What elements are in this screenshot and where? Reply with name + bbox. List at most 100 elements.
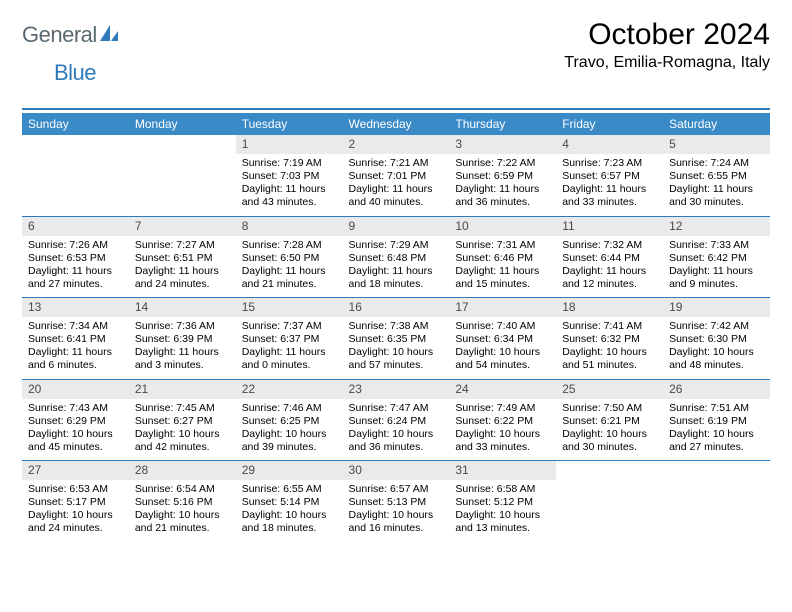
day-line: Sunrise: 7:38 AM [349, 320, 444, 333]
logo-text-blue: Blue [54, 60, 96, 85]
day-line: Sunset: 5:16 PM [135, 496, 230, 509]
day-number: 8 [236, 217, 343, 236]
day-number: 19 [663, 298, 770, 317]
calendar-cell: 6Sunrise: 7:26 AMSunset: 6:53 PMDaylight… [22, 216, 129, 298]
day-number: 15 [236, 298, 343, 317]
day-line: Sunset: 6:53 PM [28, 252, 123, 265]
day-line: Sunset: 5:12 PM [455, 496, 550, 509]
calendar-cell [129, 135, 236, 216]
day-line: Sunrise: 7:31 AM [455, 239, 550, 252]
day-line: Sunset: 6:39 PM [135, 333, 230, 346]
day-line: Sunset: 5:14 PM [242, 496, 337, 509]
calendar-cell: 10 Sunrise: 7:31 AMSunset: 6:46 PMDayligh… [449, 216, 556, 298]
calendar-cell: 25Sunrise: 7:50 AMSunset: 6:21 PMDayligh… [556, 379, 663, 461]
day-body: Sunrise: 7:40 AMSunset: 6:34 PMDaylight:… [449, 317, 556, 379]
calendar-week-row: 6Sunrise: 7:26 AMSunset: 6:53 PMDaylight… [22, 216, 770, 298]
calendar-cell [663, 461, 770, 542]
day-number: 23 [343, 380, 450, 399]
day-line: Daylight: 10 hours and 42 minutes. [135, 428, 230, 454]
calendar-cell: 16Sunrise: 7:38 AMSunset: 6:35 PMDayligh… [343, 298, 450, 380]
day-body [556, 480, 663, 540]
day-line: Sunrise: 7:36 AM [135, 320, 230, 333]
calendar-table: Sunday Monday Tuesday Wednesday Thursday… [22, 113, 770, 542]
day-line: Sunset: 6:34 PM [455, 333, 550, 346]
day-body: Sunrise: 7:21 AMSunset: 7:01 PMDaylight:… [343, 154, 450, 216]
calendar-cell: 30Sunrise: 6:57 AMSunset: 5:13 PMDayligh… [343, 461, 450, 542]
day-line: Sunrise: 7:49 AM [455, 402, 550, 415]
day-body [129, 154, 236, 214]
calendar-week-row: 27Sunrise: 6:53 AMSunset: 5:17 PMDayligh… [22, 461, 770, 542]
day-line: Sunrise: 7:34 AM [28, 320, 123, 333]
day-line: Daylight: 11 hours and 3 minutes. [135, 346, 230, 372]
calendar-cell: 12Sunrise: 7:33 AMSunset: 6:42 PMDayligh… [663, 216, 770, 298]
calendar-cell: 27Sunrise: 6:53 AMSunset: 5:17 PMDayligh… [22, 461, 129, 542]
day-body: Sunrise: 7:22 AMSunset: 6:59 PMDaylight:… [449, 154, 556, 216]
day-line: Sunrise: 6:53 AM [28, 483, 123, 496]
day-line: Sunrise: 7:32 AM [562, 239, 657, 252]
calendar-cell: 1Sunrise: 7:19 AMSunset: 7:03 PMDaylight… [236, 135, 343, 216]
day-number [22, 135, 129, 154]
day-line: Sunrise: 6:54 AM [135, 483, 230, 496]
day-line: Daylight: 11 hours and 0 minutes. [242, 346, 337, 372]
day-number: 29 [236, 461, 343, 480]
calendar-cell: 28Sunrise: 6:54 AMSunset: 5:16 PMDayligh… [129, 461, 236, 542]
day-body: Sunrise: 7:23 AMSunset: 6:57 PMDaylight:… [556, 154, 663, 216]
day-line: Sunset: 6:48 PM [349, 252, 444, 265]
day-line: Daylight: 10 hours and 18 minutes. [242, 509, 337, 535]
calendar-cell: 2Sunrise: 7:21 AMSunset: 7:01 PMDaylight… [343, 135, 450, 216]
calendar-cell: 5Sunrise: 7:24 AMSunset: 6:55 PMDaylight… [663, 135, 770, 216]
day-number: 17 [449, 298, 556, 317]
day-line: Sunset: 6:22 PM [455, 415, 550, 428]
day-line: Daylight: 10 hours and 48 minutes. [669, 346, 764, 372]
day-line: Sunrise: 7:19 AM [242, 157, 337, 170]
day-body: Sunrise: 7:43 AMSunset: 6:29 PMDaylight:… [22, 399, 129, 461]
day-line: Daylight: 11 hours and 12 minutes. [562, 265, 657, 291]
day-line: Sunset: 6:25 PM [242, 415, 337, 428]
day-number: 12 [663, 217, 770, 236]
day-line: Sunset: 6:46 PM [455, 252, 550, 265]
day-line: Sunset: 6:51 PM [135, 252, 230, 265]
day-line: Sunrise: 7:22 AM [455, 157, 550, 170]
day-line: Sunrise: 7:27 AM [135, 239, 230, 252]
day-line: Daylight: 10 hours and 51 minutes. [562, 346, 657, 372]
day-line: Sunrise: 7:26 AM [28, 239, 123, 252]
day-number: 10 [449, 217, 556, 236]
day-line: Daylight: 10 hours and 16 minutes. [349, 509, 444, 535]
day-line: Sunset: 7:03 PM [242, 170, 337, 183]
day-body: Sunrise: 7:37 AMSunset: 6:37 PMDaylight:… [236, 317, 343, 379]
day-line: Sunset: 6:41 PM [28, 333, 123, 346]
day-line: Sunset: 7:01 PM [349, 170, 444, 183]
day-line: Daylight: 10 hours and 36 minutes. [349, 428, 444, 454]
day-number: 30 [343, 461, 450, 480]
calendar-cell: 22Sunrise: 7:46 AMSunset: 6:25 PMDayligh… [236, 379, 343, 461]
day-line: Sunrise: 7:33 AM [669, 239, 764, 252]
day-line: Sunset: 6:21 PM [562, 415, 657, 428]
weekday-header: Tuesday [236, 113, 343, 135]
calendar-cell: 4Sunrise: 7:23 AMSunset: 6:57 PMDaylight… [556, 135, 663, 216]
day-line: Daylight: 11 hours and 36 minutes. [455, 183, 550, 209]
day-line: Sunrise: 7:42 AM [669, 320, 764, 333]
calendar-week-row: 13Sunrise: 7:34 AMSunset: 6:41 PMDayligh… [22, 298, 770, 380]
day-line: Sunset: 6:59 PM [455, 170, 550, 183]
day-body: Sunrise: 6:54 AMSunset: 5:16 PMDaylight:… [129, 480, 236, 542]
day-body: Sunrise: 7:26 AMSunset: 6:53 PMDaylight:… [22, 236, 129, 298]
day-number: 6 [22, 217, 129, 236]
day-number: 7 [129, 217, 236, 236]
day-line: Daylight: 11 hours and 33 minutes. [562, 183, 657, 209]
day-line: Sunset: 6:37 PM [242, 333, 337, 346]
day-line: Sunset: 6:30 PM [669, 333, 764, 346]
day-line: Sunrise: 6:55 AM [242, 483, 337, 496]
day-line: Daylight: 11 hours and 15 minutes. [455, 265, 550, 291]
day-line: Sunrise: 7:45 AM [135, 402, 230, 415]
day-number: 5 [663, 135, 770, 154]
day-number: 11 [556, 217, 663, 236]
day-body: Sunrise: 7:47 AMSunset: 6:24 PMDaylight:… [343, 399, 450, 461]
day-line: Sunrise: 7:24 AM [669, 157, 764, 170]
logo-sail-icon [98, 23, 120, 48]
weekday-header: Monday [129, 113, 236, 135]
calendar-cell: 7Sunrise: 7:27 AMSunset: 6:51 PMDaylight… [129, 216, 236, 298]
day-number: 9 [343, 217, 450, 236]
day-body: Sunrise: 7:27 AMSunset: 6:51 PMDaylight:… [129, 236, 236, 298]
calendar-cell: 18Sunrise: 7:41 AMSunset: 6:32 PMDayligh… [556, 298, 663, 380]
day-line: Sunrise: 7:41 AM [562, 320, 657, 333]
